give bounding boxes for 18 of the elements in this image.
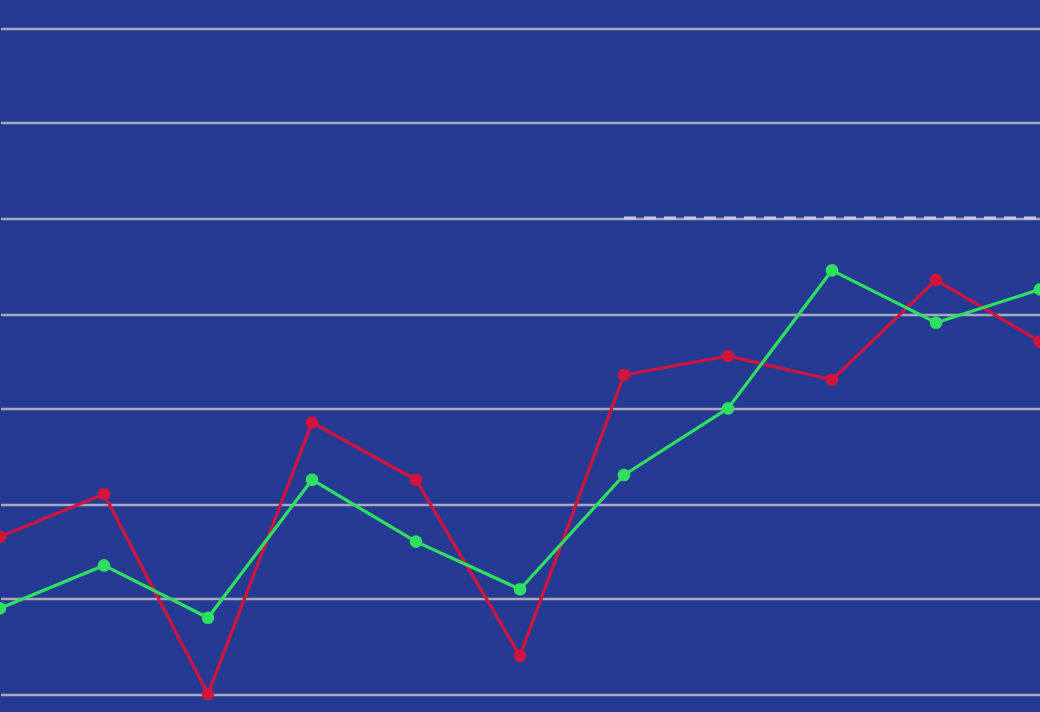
point [513,649,527,663]
point [201,687,215,701]
point [929,316,943,329]
point [617,368,631,382]
point [825,373,839,387]
point [617,468,631,482]
point [305,473,319,487]
point [513,582,527,596]
point [97,487,111,501]
point [201,611,215,625]
point [409,535,423,548]
point [97,559,111,572]
point [721,402,735,415]
point [409,473,423,487]
point [721,349,735,363]
point [929,273,943,287]
point [825,264,839,277]
point [305,416,319,429]
